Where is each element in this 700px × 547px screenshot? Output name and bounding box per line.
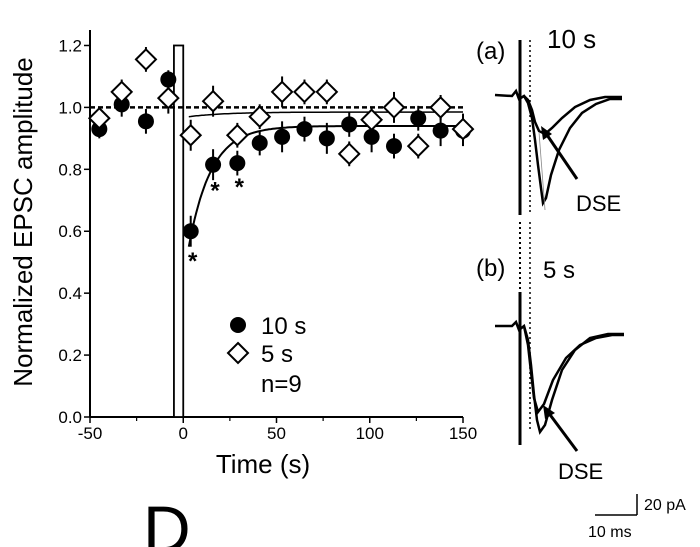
main-plot: -50 0 50 100 150 0.0 0.2 0.4 0.6 0.8 1.0 1.2 * * * xyxy=(58,30,477,443)
trace-b-arrow-head xyxy=(543,405,555,419)
data-point-5s xyxy=(293,80,316,104)
data-point-5s xyxy=(451,117,475,141)
data-point-10s xyxy=(229,155,246,172)
data-point-5s xyxy=(225,123,249,147)
legend-label-5s: 5 s xyxy=(261,341,293,368)
scale-bar-time: 10 ms xyxy=(588,524,632,541)
data-point-10s xyxy=(160,71,177,88)
data-point-5s xyxy=(406,134,430,158)
legend: 10 s 5 s n=9 xyxy=(226,313,306,398)
data-point-5s xyxy=(87,106,111,130)
trace-a-arrow-label: DSE xyxy=(576,191,621,216)
data-point-10s xyxy=(385,138,402,155)
y-tick-label: 1.2 xyxy=(58,36,82,55)
x-axis-title: Time (s) xyxy=(216,449,310,479)
scale-bar-amplitude: 20 pA xyxy=(644,497,686,514)
trace-b-control xyxy=(495,319,624,435)
data-point-10s xyxy=(432,122,449,139)
panel-letter: D xyxy=(143,492,191,547)
data-point-10s xyxy=(251,135,268,152)
trace-a-arrow-shaft xyxy=(543,131,579,180)
data-point-5s xyxy=(156,86,180,110)
data-point-10s xyxy=(182,223,199,240)
trace-b-duration: 5 s xyxy=(543,257,575,284)
data-point-5s xyxy=(110,80,134,104)
data-point-5s xyxy=(360,108,384,132)
data-point-10s xyxy=(205,156,222,173)
data-point-10s xyxy=(410,110,427,127)
data-point-5s xyxy=(134,47,158,71)
data-point-10s xyxy=(296,121,313,138)
y-tick-label: 0.2 xyxy=(58,346,82,365)
trace-b-label: (b) xyxy=(476,255,505,282)
data-point-10s xyxy=(318,130,335,147)
y-tick-label: 0.8 xyxy=(58,160,82,179)
data-point-5s xyxy=(179,123,203,147)
trace-a-arrow-head xyxy=(541,126,552,140)
data-point-5s xyxy=(270,80,294,104)
data-point-10s xyxy=(137,113,154,130)
significance-mark: * xyxy=(210,178,220,205)
data-point-5s xyxy=(248,105,272,129)
trace-a-duration: 10 s xyxy=(547,24,596,54)
legend-n: n=9 xyxy=(261,371,302,398)
y-tick-label: 0.4 xyxy=(58,284,82,303)
legend-label-10s: 10 s xyxy=(261,313,306,340)
data-marks: * * * xyxy=(87,47,475,275)
y-tick-label: 0.0 xyxy=(58,408,82,427)
y-tick-label: 1.0 xyxy=(58,98,82,117)
x-tick-label: -50 xyxy=(78,424,103,443)
scale-bar: 20 pA 10 ms xyxy=(588,494,686,541)
trace-a-dse xyxy=(523,95,622,136)
legend-marker-10s xyxy=(230,317,246,333)
data-point-5s xyxy=(337,142,361,166)
x-tick-label: 50 xyxy=(267,424,286,443)
trace-b-dse xyxy=(522,325,624,415)
data-point-5s xyxy=(201,89,225,113)
trace-a-label: (a) xyxy=(476,38,505,65)
data-point-5s xyxy=(315,80,339,104)
x-tick-label: 0 xyxy=(179,424,188,443)
significance-mark: * xyxy=(188,248,198,275)
data-point-10s xyxy=(341,116,358,133)
trace-b-arrow-label: DSE xyxy=(558,459,603,484)
ticks: -50 0 50 100 150 0.0 0.2 0.4 0.6 0.8 1.0 1.2 xyxy=(58,36,477,443)
data-point-10s xyxy=(363,128,380,145)
y-axis-title: Normalized EPSC amplitude xyxy=(8,57,38,386)
trace-panel-b: (b) 5 s DSE xyxy=(476,222,624,484)
data-point-5s xyxy=(382,95,406,119)
significance-mark: * xyxy=(235,174,245,201)
data-point-10s xyxy=(274,128,291,145)
trace-a-guide xyxy=(538,131,546,211)
trace-b-arrow-shaft xyxy=(546,411,579,452)
y-tick-label: 0.6 xyxy=(58,222,82,241)
trace-panel-a: (a) 10 s DSE xyxy=(476,24,622,216)
data-point-5s xyxy=(429,95,453,119)
x-tick-label: 150 xyxy=(449,424,477,443)
legend-marker-5s xyxy=(226,341,250,365)
trace-a-control xyxy=(494,88,622,207)
x-tick-label: 100 xyxy=(356,424,384,443)
